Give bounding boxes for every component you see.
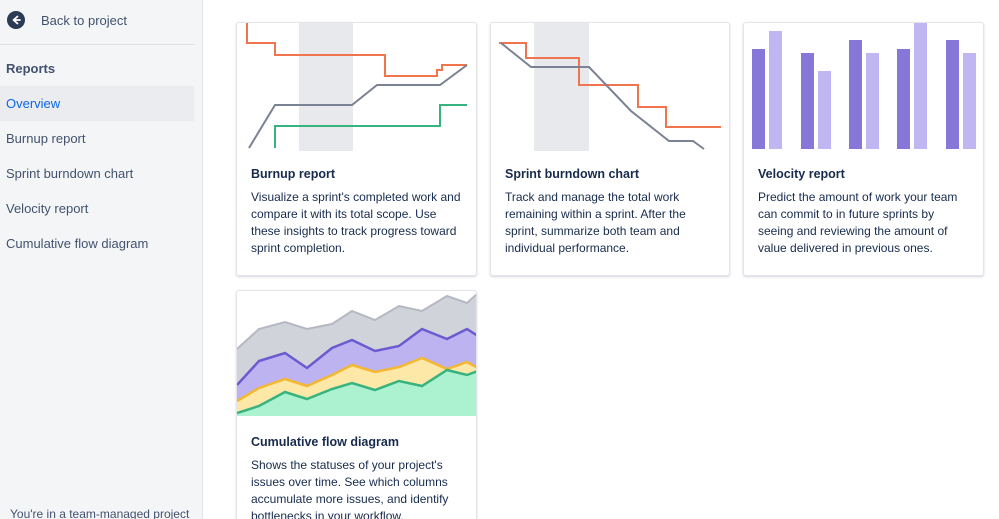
card-title: Sprint burndown chart xyxy=(505,167,640,181)
sidebar-item-label: Cumulative flow diagram xyxy=(6,236,149,251)
velocity-report-card[interactable]: Velocity report Predict the amount of wo… xyxy=(743,22,984,276)
sidebar-item-label: Burnup report xyxy=(6,131,86,146)
card-description: Predict the amount of work your team can… xyxy=(758,190,958,255)
sidebar-item-overview[interactable]: Overview xyxy=(0,86,194,121)
arrow-left-icon xyxy=(7,11,25,29)
card-title: Burnup report xyxy=(251,167,336,181)
burnup-chart-illustration xyxy=(246,23,468,151)
card-description: Visualize a sprint's completed work and … xyxy=(251,190,461,255)
project-type-note: You're in a team-managed project xyxy=(10,507,190,519)
sidebar-item-velocity-report[interactable]: Velocity report xyxy=(0,191,194,226)
sidebar-item-burnup-report[interactable]: Burnup report xyxy=(0,121,194,156)
sidebar-item-label: Overview xyxy=(6,96,61,111)
card-title: Velocity report xyxy=(758,167,845,181)
card-title: Cumulative flow diagram xyxy=(251,435,399,449)
back-to-project-link[interactable]: Back to project xyxy=(0,0,194,44)
burndown-chart-illustration xyxy=(499,23,721,151)
cumulative-flow-illustration xyxy=(237,293,476,416)
reports-section-title: Reports xyxy=(6,61,56,76)
card-description: Shows the statuses of your project's iss… xyxy=(251,458,449,519)
velocity-chart-illustration xyxy=(752,23,976,149)
sidebar: Back to project Reports Overview Burnup … xyxy=(0,0,203,519)
burnup-report-card[interactable]: Burnup report Visualize a sprint's compl… xyxy=(236,22,477,276)
sidebar-divider xyxy=(0,44,194,45)
card-description: Track and manage the total work remainin… xyxy=(505,190,686,255)
sidebar-item-label: Sprint burndown chart xyxy=(6,166,134,181)
sidebar-item-label: Velocity report xyxy=(6,201,89,216)
back-to-project-label: Back to project xyxy=(41,13,127,28)
sprint-burndown-card[interactable]: Sprint burndown chart Track and manage t… xyxy=(490,22,730,276)
sidebar-item-cumulative-flow-diagram[interactable]: Cumulative flow diagram xyxy=(0,226,194,261)
cumulative-flow-card[interactable]: Cumulative flow diagram Shows the status… xyxy=(236,290,477,519)
sidebar-item-sprint-burndown-chart[interactable]: Sprint burndown chart xyxy=(0,156,194,191)
